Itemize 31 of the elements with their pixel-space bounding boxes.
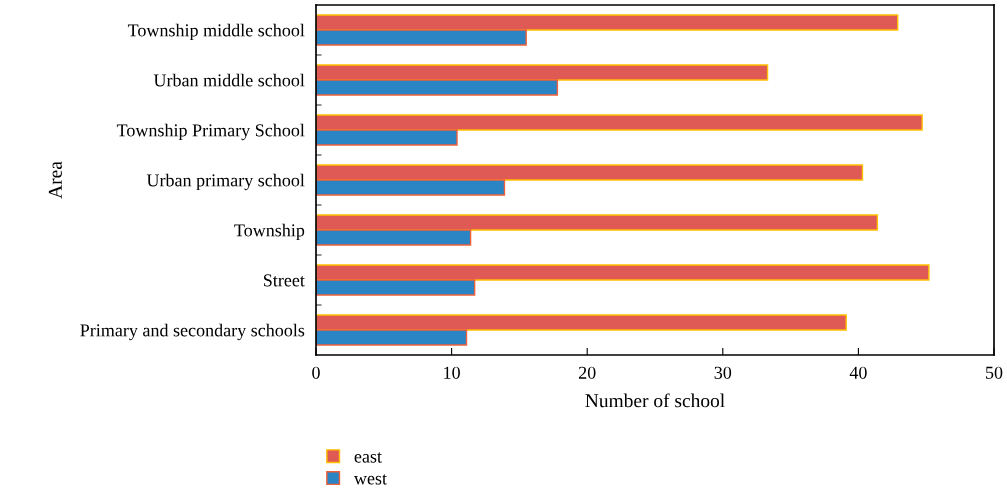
bar — [316, 64, 769, 81]
bar — [316, 329, 468, 346]
legend-label: east — [354, 452, 382, 463]
bar — [316, 114, 923, 131]
bar — [316, 29, 527, 46]
x-tick-label: 30 — [714, 366, 732, 379]
y-tick-label: Township middle school — [127, 23, 305, 41]
x-tick-label: 10 — [444, 366, 460, 379]
bar — [316, 229, 472, 246]
y-tick-label: Township Primary School — [116, 123, 305, 141]
y-tick-label: Township — [234, 223, 305, 241]
y-tick-label: Urban primary school — [146, 173, 305, 191]
bar — [316, 14, 899, 31]
bar — [316, 314, 847, 331]
bar — [316, 279, 476, 296]
y-tick-label: Street — [263, 274, 305, 287]
bar — [316, 129, 458, 146]
bar — [316, 264, 930, 281]
x-tick-label: 40 — [849, 366, 867, 379]
y-axis-title: Area — [48, 161, 62, 199]
bar — [316, 179, 506, 196]
x-tick-label: 20 — [578, 366, 596, 379]
x-tick-label: 0 — [312, 366, 320, 379]
bar — [316, 79, 559, 96]
legend-label: west — [353, 474, 387, 485]
x-tick-label: 50 — [986, 366, 1003, 379]
y-tick-label: Urban middle school — [153, 73, 305, 87]
y-tick-label: Primary and secondary schools — [80, 323, 305, 341]
x-axis-title: Number of school — [585, 393, 725, 408]
bar — [316, 164, 864, 181]
bar — [316, 214, 879, 231]
